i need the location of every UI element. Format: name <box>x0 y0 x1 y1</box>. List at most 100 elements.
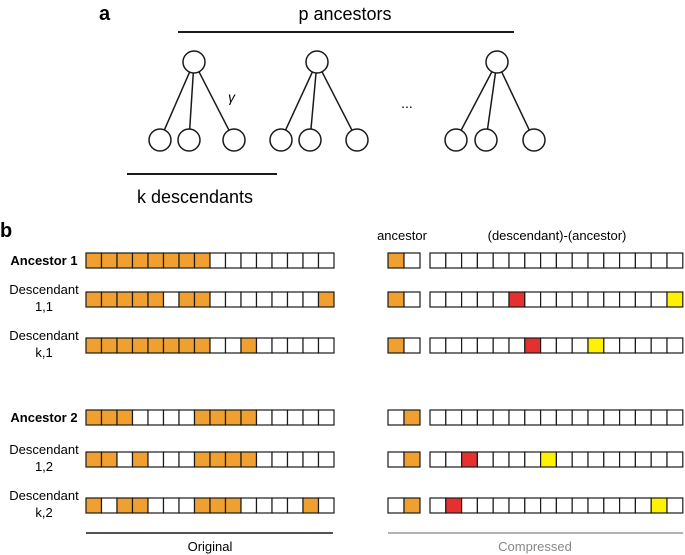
tree-edge <box>321 71 353 131</box>
original-bit <box>178 337 196 354</box>
tree-edge <box>501 71 530 131</box>
difference-bit <box>603 497 621 514</box>
original-bit <box>162 291 180 308</box>
ancestor-bit <box>403 252 421 269</box>
ancestor-column-header: ancestor <box>377 228 428 243</box>
original-bit <box>85 337 103 354</box>
difference-bit <box>587 252 605 269</box>
difference-bit <box>508 337 526 354</box>
difference-bit <box>603 337 621 354</box>
original-bit <box>302 409 320 426</box>
original-bit <box>317 497 335 514</box>
difference-bit <box>508 451 526 468</box>
original-bit <box>116 451 134 468</box>
original-bit <box>255 291 273 308</box>
difference-bit <box>666 451 684 468</box>
difference-bit <box>492 409 510 426</box>
row-label: Descendant <box>9 488 79 503</box>
row-label: Descendant <box>9 328 79 343</box>
difference-bit <box>634 497 652 514</box>
descendant-node <box>522 128 546 152</box>
original-bit <box>271 451 289 468</box>
difference-bit <box>603 409 621 426</box>
original-bit <box>116 291 134 308</box>
ancestor-bit <box>403 497 421 514</box>
difference-bit <box>666 497 684 514</box>
compressed-caption: Compressed <box>498 539 572 554</box>
difference-bit <box>650 451 668 468</box>
row-label: k,2 <box>35 505 52 520</box>
original-bit <box>193 409 211 426</box>
original-bit <box>224 252 242 269</box>
difference-bit <box>539 497 557 514</box>
original-bit <box>224 291 242 308</box>
difference-bit <box>476 337 494 354</box>
difference-bit <box>634 409 652 426</box>
bit-row: Descendant k,2 <box>9 488 684 520</box>
original-bit <box>317 252 335 269</box>
difference-bit <box>461 291 479 308</box>
original-bit <box>286 291 304 308</box>
original-bit <box>224 337 242 354</box>
difference-bit <box>492 252 510 269</box>
difference-bit <box>524 337 542 354</box>
bit-rows: Ancestor 1 Descendant 1,1 Descendant k,1 Ance… <box>9 252 684 520</box>
difference-bit <box>539 337 557 354</box>
original-bit <box>193 291 211 308</box>
difference-bit <box>461 451 479 468</box>
difference-bit <box>445 252 463 269</box>
original-bit <box>85 451 103 468</box>
ancestor-bit <box>387 451 405 468</box>
difference-bit <box>571 409 589 426</box>
difference-bit <box>524 497 542 514</box>
original-bit <box>162 497 180 514</box>
row-label: Descendant <box>9 282 79 297</box>
descendant-node <box>444 128 468 152</box>
original-bit <box>85 252 103 269</box>
difference-bit <box>650 291 668 308</box>
original-bit <box>178 497 196 514</box>
difference-bit <box>429 337 447 354</box>
descendant-node <box>177 128 201 152</box>
original-bit <box>209 252 227 269</box>
difference-bit <box>650 409 668 426</box>
original-bit <box>193 252 211 269</box>
bit-row: Ancestor 1 <box>10 252 684 269</box>
original-bit <box>131 252 149 269</box>
original-bit <box>116 252 134 269</box>
original-bit <box>286 497 304 514</box>
tree-edge <box>163 71 191 131</box>
original-bit <box>317 337 335 354</box>
original-bit <box>302 451 320 468</box>
difference-bit <box>445 451 463 468</box>
original-bit <box>193 497 211 514</box>
descendant-node <box>345 128 369 152</box>
gamma-label: γ <box>228 89 236 105</box>
original-bit <box>286 337 304 354</box>
difference-bit <box>571 497 589 514</box>
original-bit <box>302 252 320 269</box>
difference-bit <box>666 409 684 426</box>
difference-bit <box>461 337 479 354</box>
difference-bit <box>618 409 636 426</box>
difference-bit <box>492 291 510 308</box>
descendant-node <box>222 128 246 152</box>
original-bit <box>178 451 196 468</box>
difference-bit <box>524 291 542 308</box>
difference-bit <box>508 252 526 269</box>
difference-bit <box>429 409 447 426</box>
original-bit <box>224 409 242 426</box>
row-label: Ancestor 2 <box>10 410 77 425</box>
original-bit <box>131 337 149 354</box>
bit-row: Descendant k,1 <box>9 328 684 360</box>
difference-bit <box>587 497 605 514</box>
row-label: 1,1 <box>35 299 53 314</box>
original-bit <box>131 451 149 468</box>
tree-edge <box>198 71 230 131</box>
difference-bit <box>618 337 636 354</box>
difference-bit <box>461 252 479 269</box>
tree-edge <box>460 71 493 131</box>
original-bit <box>302 337 320 354</box>
bit-row: Descendant 1,2 <box>9 442 684 474</box>
difference-bit <box>618 497 636 514</box>
